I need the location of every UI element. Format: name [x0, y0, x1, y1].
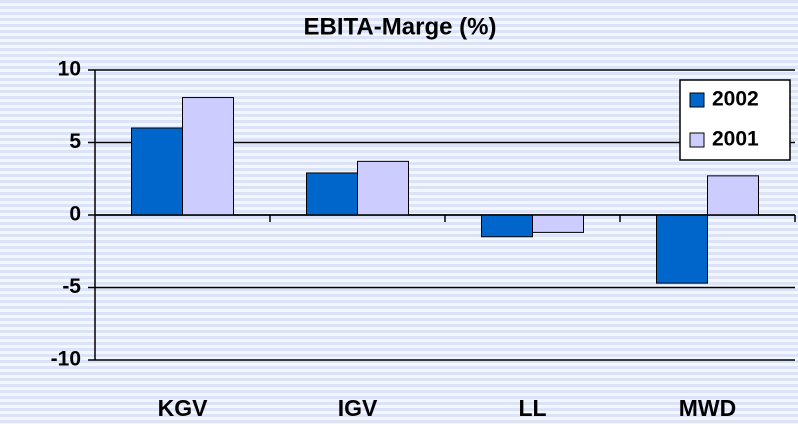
- bar: [357, 160, 409, 216]
- bar: [131, 127, 183, 216]
- x-tick-label: IGV: [338, 395, 378, 421]
- y-tick-label: 5: [69, 130, 81, 153]
- y-tick-label: 0: [69, 203, 81, 226]
- legend-label: 2001: [712, 128, 759, 151]
- bar: [182, 97, 234, 216]
- x-tick-label: KGV: [158, 395, 209, 421]
- x-tick-label: LL: [518, 395, 546, 421]
- chart-title: EBITA-Marge (%): [304, 13, 497, 40]
- bar: [481, 214, 533, 238]
- y-tick-label: -5: [62, 275, 81, 298]
- y-tick-label: 10: [58, 58, 81, 81]
- bar: [707, 175, 759, 216]
- bar: [656, 214, 708, 284]
- bar: [532, 214, 584, 233]
- bar: [306, 172, 358, 216]
- x-tick-label: MWD: [679, 395, 736, 421]
- legend-swatch: [689, 92, 705, 108]
- y-tick-label: -10: [51, 348, 81, 371]
- legend-swatch: [689, 132, 705, 148]
- legend-label: 2002: [712, 88, 759, 111]
